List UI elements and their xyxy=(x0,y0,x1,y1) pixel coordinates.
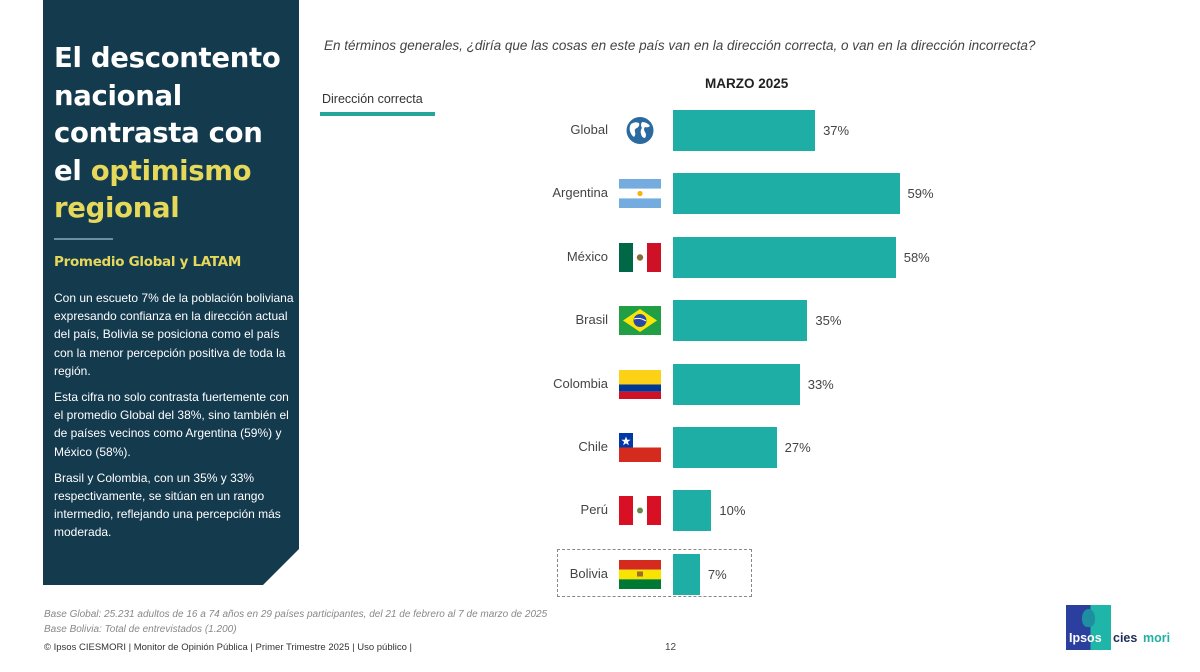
title-highlight-text: regional xyxy=(54,192,180,224)
value-label: 33% xyxy=(807,376,834,392)
title-plain-text: el xyxy=(54,154,91,187)
category-label: Brasil xyxy=(575,312,608,328)
value-label: 27% xyxy=(784,440,811,455)
category-label: Colombia xyxy=(553,375,608,391)
value-label: 10% xyxy=(719,503,746,519)
logo-mori-text: mori xyxy=(1143,631,1171,645)
title-highlight-text: optimismo xyxy=(90,154,252,187)
panel-subtitle: Promedio Global y LATAM xyxy=(54,254,242,270)
peru-flag-icon xyxy=(619,496,661,526)
value-label: 35% xyxy=(815,313,842,329)
logo-mark: Ipsos xyxy=(1066,605,1111,650)
summary-panel: El descontento nacional contrasta con el… xyxy=(43,0,299,585)
category-label: Bolivia xyxy=(569,565,608,581)
chart-period: MARZO 2025 xyxy=(705,76,789,91)
footnote-base-global: Base Global: 25.231 adultos de 16 a 74 a… xyxy=(44,609,548,620)
value-label: 37% xyxy=(823,123,850,138)
chart-row: Perú 10% xyxy=(0,490,1200,532)
chart-row: Chile 27% xyxy=(0,427,1200,469)
bar xyxy=(673,363,800,405)
chart-question: En términos generales, ¿diría que las co… xyxy=(324,38,1036,53)
bolivia-highlight-box xyxy=(557,549,752,597)
bolivia-flag-icon xyxy=(619,559,661,589)
category-label: Chile xyxy=(578,439,608,454)
logo-ipsos-text: Ipsos xyxy=(1069,631,1102,645)
argentina-flag-icon xyxy=(619,179,661,209)
category-label: Argentina xyxy=(552,185,608,201)
chart-row: México 58% xyxy=(0,236,1200,279)
category-label: México xyxy=(566,248,608,264)
divider xyxy=(54,238,113,240)
value-label: 7% xyxy=(707,566,727,582)
copyright: © Ipsos CIESMORI | Monitor de Opinión Pú… xyxy=(44,642,412,653)
bar xyxy=(673,427,777,468)
logo-cies-text: cies xyxy=(1113,631,1138,645)
bar xyxy=(673,490,712,532)
panel-paragraph: Con un escueto 7% de la población bolivi… xyxy=(54,291,294,378)
colombia-flag-icon xyxy=(619,369,661,399)
panel-body: Con un escueto 7% de la población bolivi… xyxy=(54,289,299,550)
bar xyxy=(673,553,700,595)
title-line: contrasta con xyxy=(54,117,263,149)
panel-title: El descontento nacional contrasta con el… xyxy=(54,40,299,228)
chart-row: Brasil 35% xyxy=(0,300,1200,342)
chart-row: Bolivia 7% xyxy=(0,553,1200,596)
chile-flag-icon xyxy=(619,433,661,462)
title-line: El descontento xyxy=(54,42,281,74)
panel-paragraph: Brasil y Colombia, con un 35% y 33% resp… xyxy=(54,470,281,540)
category-label: Perú xyxy=(580,502,608,518)
title-line: el optimismo xyxy=(54,153,299,191)
legend-swatch xyxy=(320,112,435,116)
footnote-base-bolivia: Base Bolivia: Total de entrevistados (1.… xyxy=(44,624,237,635)
bar xyxy=(673,110,816,151)
page-number: 12 xyxy=(665,642,677,653)
value-label: 58% xyxy=(903,249,930,265)
bar xyxy=(673,300,808,342)
brazil-flag-icon xyxy=(619,306,661,336)
chart-row: Argentina 59% xyxy=(0,173,1200,215)
panel-paragraph: Esta cifra no solo contrasta fuertemente… xyxy=(54,390,289,459)
chart-row: Colombia 33% xyxy=(0,363,1200,406)
bar xyxy=(673,236,896,278)
title-line: nacional xyxy=(54,79,182,112)
logo-head-icon xyxy=(1082,609,1095,627)
category-label: Global xyxy=(570,122,608,137)
globe-icon xyxy=(619,116,661,145)
mexico-flag-icon xyxy=(619,242,661,272)
bar xyxy=(673,173,900,215)
chart-row: Global 37% xyxy=(0,110,1200,152)
legend-label: Dirección correcta xyxy=(322,92,423,106)
value-label: 59% xyxy=(907,186,934,202)
ipsos-ciesmori-logo: Ipsos cies mori xyxy=(1066,605,1186,651)
